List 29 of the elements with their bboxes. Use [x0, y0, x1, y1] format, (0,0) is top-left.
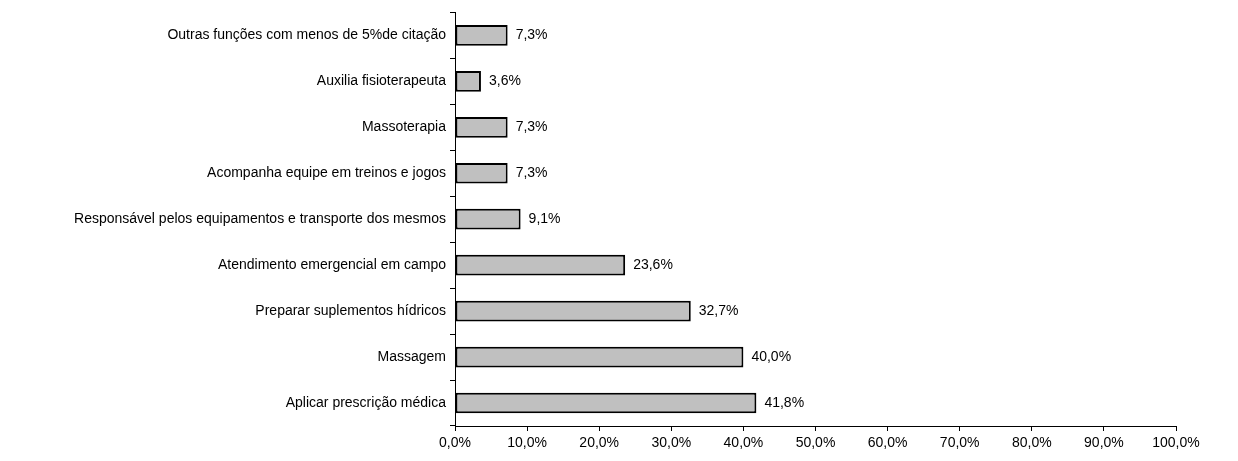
x-tick-label: 50,0%: [795, 434, 836, 451]
data-label: 3,6%: [488, 72, 521, 89]
y-tick-label: Massagem: [377, 347, 446, 364]
x-tick-label: 20,0%: [579, 434, 620, 451]
x-tick-label: 10,0%: [507, 434, 547, 451]
y-tick-label: Massoterapia: [361, 118, 447, 135]
data-label: 7,3%: [515, 26, 548, 43]
x-tick-label: 30,0%: [651, 434, 692, 451]
y-tick-label: Responsável pelos equipamentos e transporte dos mesmos: [74, 210, 446, 227]
y-tick-label: Preparar suplementos hídricos: [255, 301, 446, 318]
x-tick-label: 70,0%: [939, 434, 980, 451]
x-tick-label: 100,0%: [1152, 434, 1200, 451]
y-tick-label: Outras funções com menos de 5%de citação: [167, 26, 447, 43]
data-label: 40,0%: [751, 347, 792, 364]
data-label: 41,8%: [764, 393, 805, 410]
data-label: 9,1%: [528, 210, 561, 227]
x-tick-label: 0,0%: [439, 434, 471, 451]
y-tick-label: Auxilia fisioterapeuta: [316, 72, 447, 89]
data-label: 23,6%: [633, 256, 673, 273]
y-tick-label: Atendimento emergencial em campo: [217, 256, 447, 273]
data-label: 7,3%: [515, 164, 548, 181]
x-tick-label: 90,0%: [1084, 434, 1124, 451]
y-tick-label: Acompanha equipe em treinos e jogos: [207, 164, 446, 181]
data-label: 32,7%: [698, 301, 739, 318]
x-tick-label: 60,0%: [867, 434, 908, 451]
x-tick-label: 40,0%: [723, 434, 764, 451]
x-tick-label: 80,0%: [1011, 434, 1052, 451]
y-tick-label: Aplicar prescrição médica: [285, 393, 447, 410]
data-label: 7,3%: [515, 118, 548, 135]
